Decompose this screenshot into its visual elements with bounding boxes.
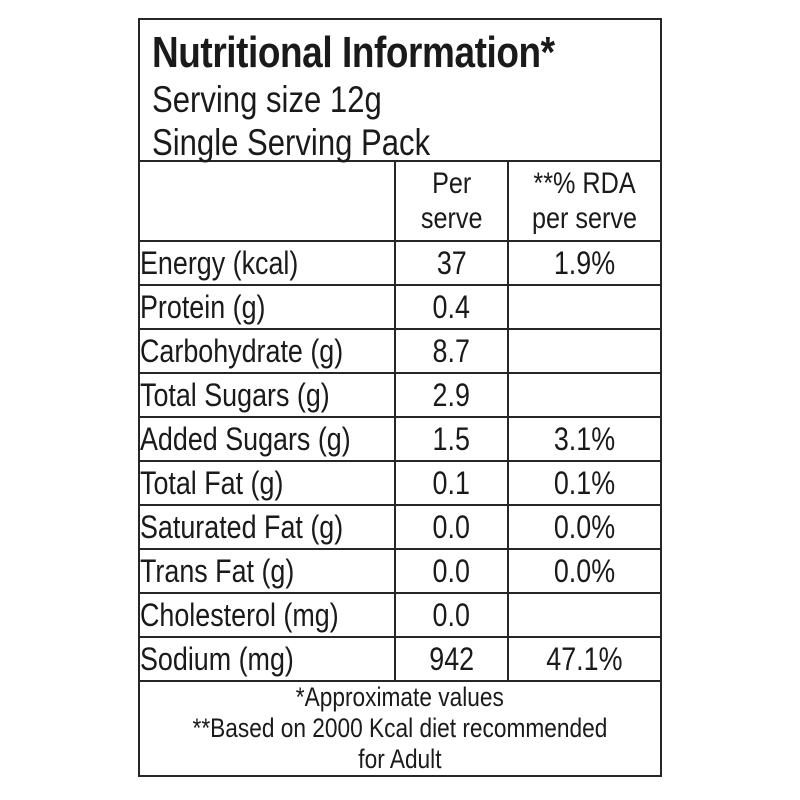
per-serve-value-cell: 8.7 [394, 328, 509, 374]
header-row: Per serve **% RDA per serve [139, 161, 661, 242]
table-row-cholesterol: Cholesterol (mg) 0.0 [139, 592, 661, 638]
per-serve-value-cell: 0.4 [394, 284, 509, 330]
table-row-trans-fat: Trans Fat (g) 0.0 0.0% [139, 548, 661, 594]
rda-value-cell: 0.0% [507, 548, 661, 594]
table-row-added-sugars: Added Sugars (g) 1.5 3.1% [139, 416, 661, 462]
rda-value-cell: 0.0% [507, 504, 661, 550]
label-title: Nutritional Information* [152, 28, 648, 78]
column-header-rda: **% RDA per serve [507, 161, 661, 242]
pack-type: Single Serving Pack [152, 121, 648, 164]
table-row-total-sugars: Total Sugars (g) 2.9 [139, 372, 661, 418]
per-serve-value-cell: 942 [394, 636, 509, 682]
nutrient-name-cell: Total Sugars (g) [139, 372, 396, 418]
footnote-approximate: *Approximate values [295, 682, 505, 712]
nutrient-name-cell: Energy (kcal) [139, 240, 396, 286]
per-serve-value-cell: 1.5 [394, 416, 509, 462]
nutrient-name-cell: Protein (g) [139, 284, 396, 330]
per-serve-value-cell: 0.0 [394, 548, 509, 594]
table-row-carbohydrate: Carbohydrate (g) 8.7 [139, 328, 661, 374]
rda-value-cell: 3.1% [507, 416, 661, 462]
table-row-total-fat: Total Fat (g) 0.1 0.1% [139, 460, 661, 506]
footnote-rda-basis: **Based on 2000 Kcal diet recommended fo… [192, 713, 608, 774]
serving-size-text: Serving size 12g [152, 79, 382, 120]
rda-value-cell: 0.1% [507, 460, 661, 506]
footnotes-cell: *Approximate values **Based on 2000 Kcal… [139, 680, 661, 776]
nutrient-name-cell: Cholesterol (mg) [139, 592, 396, 638]
label-header: Nutritional Information* Serving size 12… [140, 20, 660, 164]
pack-type-text: Single Serving Pack [152, 122, 431, 163]
rda-value-cell: 47.1% [507, 636, 661, 682]
per-serve-value-cell: 0.0 [394, 592, 509, 638]
nutrient-name-cell: Total Fat (g) [139, 460, 396, 506]
column-header-blank [139, 161, 396, 242]
nutrient-name-cell: Trans Fat (g) [139, 548, 396, 594]
nutrition-table: Per serve **% RDA per serve Energy (kcal… [139, 161, 661, 776]
table-row-energy: Energy (kcal) 37 1.9% [139, 240, 661, 286]
table-row-sodium: Sodium (mg) 942 47.1% [139, 636, 661, 682]
rda-value-cell [507, 328, 661, 374]
per-serve-value-cell: 0.0 [394, 504, 509, 550]
label-title-text: Nutritional Information* [152, 28, 555, 77]
table-footer: *Approximate values **Based on 2000 Kcal… [139, 680, 661, 776]
table-row-protein: Protein (g) 0.4 [139, 284, 661, 330]
serving-size: Serving size 12g [152, 78, 648, 121]
per-serve-value-cell: 37 [394, 240, 509, 286]
rda-value-cell [507, 284, 661, 330]
nutrition-label: Nutritional Information* Serving size 12… [138, 18, 662, 777]
column-header-per-serve: Per serve [394, 161, 509, 242]
nutrient-name-cell: Saturated Fat (g) [139, 504, 396, 550]
nutrient-name-cell: Added Sugars (g) [139, 416, 396, 462]
rda-value-cell [507, 372, 661, 418]
rda-value-cell [507, 592, 661, 638]
table-body: Energy (kcal) 37 1.9% Protein (g) 0.4 Ca… [139, 240, 661, 682]
table-row-saturated-fat: Saturated Fat (g) 0.0 0.0% [139, 504, 661, 550]
table-header: Per serve **% RDA per serve [139, 161, 661, 242]
per-serve-value-cell: 2.9 [394, 372, 509, 418]
per-serve-value-cell: 0.1 [394, 460, 509, 506]
nutrient-name-cell: Sodium (mg) [139, 636, 396, 682]
footnote-row: *Approximate values **Based on 2000 Kcal… [139, 680, 661, 776]
rda-value-cell: 1.9% [507, 240, 661, 286]
nutrient-name-cell: Carbohydrate (g) [139, 328, 396, 374]
